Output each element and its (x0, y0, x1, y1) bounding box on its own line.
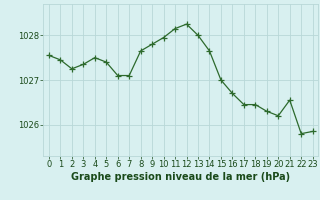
X-axis label: Graphe pression niveau de la mer (hPa): Graphe pression niveau de la mer (hPa) (71, 172, 290, 182)
